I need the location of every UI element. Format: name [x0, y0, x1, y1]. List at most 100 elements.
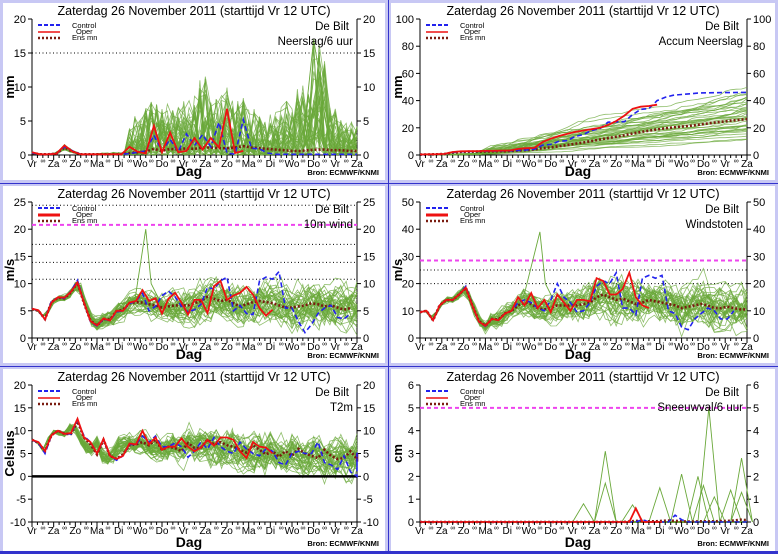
x-tick-midday: ∞	[690, 158, 695, 165]
y-tick-label-right: 40	[753, 224, 765, 236]
panel-wind-10m: Zaterdag 26 November 2011 (starttijd Vr …	[3, 186, 385, 363]
x-tick-midday: ∞	[428, 525, 433, 532]
source-label: Bron: ECMWF/KNMI	[697, 539, 769, 548]
y-tick-label-right: 40	[753, 96, 765, 108]
location-label: De Bilt	[705, 387, 740, 399]
x-tick-label-day: Za	[199, 159, 211, 170]
y-tick-label-left: 15	[14, 251, 26, 263]
source-label: Bron: ECMWF/KNMI	[307, 539, 379, 548]
x-tick-midday: ∞	[192, 158, 197, 165]
x-tick-label-day: Wo	[522, 526, 537, 537]
y-tick-label-right: 20	[753, 279, 765, 291]
y-tick-label-right: 3	[753, 449, 759, 461]
x-tick-label-day: Zo	[610, 526, 622, 537]
y-axis-label: m/s	[3, 259, 17, 281]
x-tick-midday: ∞	[127, 525, 132, 532]
y-tick-label-left: 15	[14, 48, 26, 60]
x-tick-midday: ∞	[603, 525, 608, 532]
y-tick-label-right: 30	[753, 251, 765, 263]
location-label: De Bilt	[705, 21, 740, 33]
legend-label-control: Control	[460, 21, 485, 30]
x-tick-midday: ∞	[450, 341, 455, 348]
y-tick-label-left: 20	[14, 380, 26, 392]
chart-title: Zaterdag 26 November 2011 (starttijd Vr …	[446, 370, 719, 384]
x-tick-label-day: Do	[156, 159, 169, 170]
y-tick-label-left: 20	[14, 224, 26, 236]
x-tick-label-day: Ma	[90, 342, 104, 353]
y-tick-label-left: 0	[408, 517, 414, 529]
source-label: Bron: ECMWF/KNMI	[307, 168, 379, 177]
x-tick-midday: ∞	[84, 341, 89, 348]
y-tick-label-right: 5	[363, 306, 369, 318]
ensemble-member-line	[593, 451, 617, 523]
y-tick-label-left: 4	[408, 426, 414, 438]
x-tick-label-day: Ma	[90, 159, 104, 170]
legend-label-control: Control	[72, 387, 97, 396]
x-tick-midday: ∞	[646, 525, 651, 532]
x-tick-midday: ∞	[472, 158, 477, 165]
x-tick-label-day: Ma	[242, 159, 256, 170]
y-tick-label-left: 2	[408, 471, 414, 483]
y-tick-label-right: 5	[363, 449, 369, 461]
chart-wind-10m: Zaterdag 26 November 2011 (starttijd Vr …	[3, 187, 379, 362]
x-tick-label-day: Wo	[674, 159, 689, 170]
source-label: Bron: ECMWF/KNMI	[697, 168, 769, 177]
x-tick-label-day: Ma	[631, 526, 645, 537]
x-tick-midday: ∞	[344, 341, 349, 348]
x-tick-label-day: Wo	[133, 526, 148, 537]
x-tick-midday: ∞	[559, 525, 564, 532]
x-tick-midday: ∞	[603, 158, 608, 165]
x-tick-midday: ∞	[257, 341, 262, 348]
y-tick-label-left: 20	[402, 123, 414, 135]
x-tick-label-day: Ma	[478, 526, 492, 537]
x-tick-midday: ∞	[559, 341, 564, 348]
x-tick-label-day: Za	[741, 342, 753, 353]
x-tick-label-day: Za	[199, 342, 211, 353]
y-tick-label-right: 6	[753, 380, 759, 392]
legend-label-ens-mean: Ens mn	[72, 399, 97, 408]
x-tick-label-day: Zo	[458, 159, 470, 170]
y-tick-label-right: 80	[753, 41, 765, 53]
x-tick-label-day: Vr	[27, 526, 37, 537]
x-tick-label-day: Zo	[69, 342, 81, 353]
y-tick-label-right: 15	[363, 251, 375, 263]
y-tick-label-right: 0	[753, 150, 759, 162]
x-tick-midday: ∞	[603, 341, 608, 348]
ensemble-member-line	[523, 231, 557, 306]
location-label: De Bilt	[705, 204, 740, 216]
chart-title: Zaterdag 26 November 2011 (starttijd Vr …	[446, 187, 719, 201]
x-tick-midday: ∞	[494, 341, 499, 348]
x-tick-midday: ∞	[581, 341, 586, 348]
legend-label-control: Control	[460, 204, 485, 213]
y-tick-label-right: 0	[753, 517, 759, 529]
x-tick-midday: ∞	[344, 525, 349, 532]
x-tick-midday: ∞	[581, 158, 586, 165]
ensemble-member-line	[697, 407, 721, 523]
y-tick-label-right: 20	[363, 224, 375, 236]
x-tick-label-day: Do	[156, 342, 169, 353]
variable-label: T2m	[330, 402, 353, 414]
y-tick-label-right: 100	[753, 14, 771, 26]
x-tick-label-day: Di	[266, 526, 275, 537]
x-tick-midday: ∞	[472, 525, 477, 532]
x-tick-label-day: Za	[589, 159, 601, 170]
x-tick-midday: ∞	[214, 525, 219, 532]
x-tick-midday: ∞	[450, 525, 455, 532]
y-tick-label-left: 5	[408, 403, 414, 415]
x-tick-midday: ∞	[559, 158, 564, 165]
x-tick-label-day: Ma	[242, 342, 256, 353]
ensemble-member-line	[702, 495, 726, 523]
x-tick-label-day: Do	[544, 526, 557, 537]
source-label: Bron: ECMWF/KNMI	[697, 351, 769, 360]
chart-snowfall-6h: Zaterdag 26 November 2011 (starttijd Vr …	[391, 370, 769, 550]
x-tick-midday: ∞	[62, 525, 67, 532]
y-tick-label-left: 0	[20, 150, 26, 162]
x-tick-label-day: Wo	[285, 526, 300, 537]
x-axis-label: Dag	[565, 534, 591, 550]
x-tick-label-day: Do	[697, 159, 710, 170]
x-tick-label-day: Ma	[90, 526, 104, 537]
